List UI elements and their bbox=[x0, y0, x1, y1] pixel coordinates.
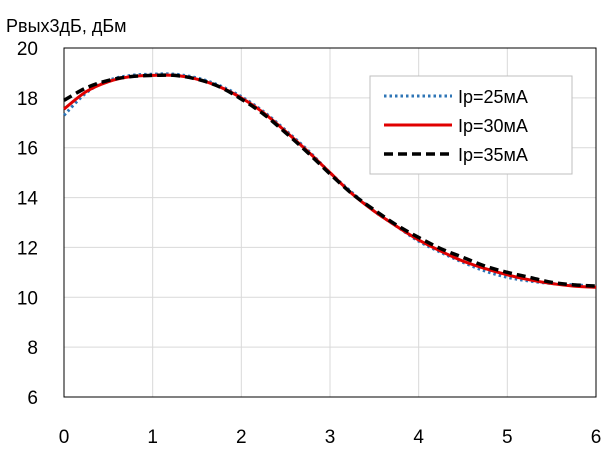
y-axis-ticks: 6 8 10 12 14 16 18 20 bbox=[17, 39, 39, 409]
x-tick-label: 2 bbox=[236, 427, 247, 448]
plot-frame bbox=[63, 47, 597, 398]
x-tick-label: 4 bbox=[413, 427, 424, 448]
series-layer bbox=[62, 72, 597, 289]
y-tick-label: 6 bbox=[27, 388, 38, 409]
legend-label-1: Ip=25мА bbox=[458, 87, 528, 107]
x-axis-ticks: 0 1 2 3 4 5 6 bbox=[59, 427, 602, 448]
y-tick-label: 16 bbox=[17, 139, 38, 160]
x-tick-label: 3 bbox=[325, 427, 336, 448]
y-tick-label: 10 bbox=[17, 288, 38, 309]
x-tick-label: 6 bbox=[591, 427, 602, 448]
y-axis-title: Рвых3дБ, дБм bbox=[6, 16, 127, 36]
legend-label-2: Ip=30мА bbox=[458, 116, 528, 136]
x-tick-label: 5 bbox=[502, 427, 513, 448]
legend-label-3: Ip=35мА bbox=[458, 145, 528, 165]
y-tick-label: 20 bbox=[17, 39, 38, 60]
series-line-3 bbox=[63, 73, 597, 288]
legend-box bbox=[369, 75, 573, 175]
x-tick-label: 1 bbox=[147, 427, 158, 448]
legend: Ip=25мА Ip=30мА Ip=35мА bbox=[369, 75, 573, 175]
y-tick-label: 12 bbox=[17, 238, 38, 259]
y-tick-label: 14 bbox=[17, 189, 39, 210]
x-tick-label: 0 bbox=[59, 427, 70, 448]
y-tick-label: 18 bbox=[17, 89, 38, 110]
y-tick-label: 8 bbox=[27, 338, 38, 359]
